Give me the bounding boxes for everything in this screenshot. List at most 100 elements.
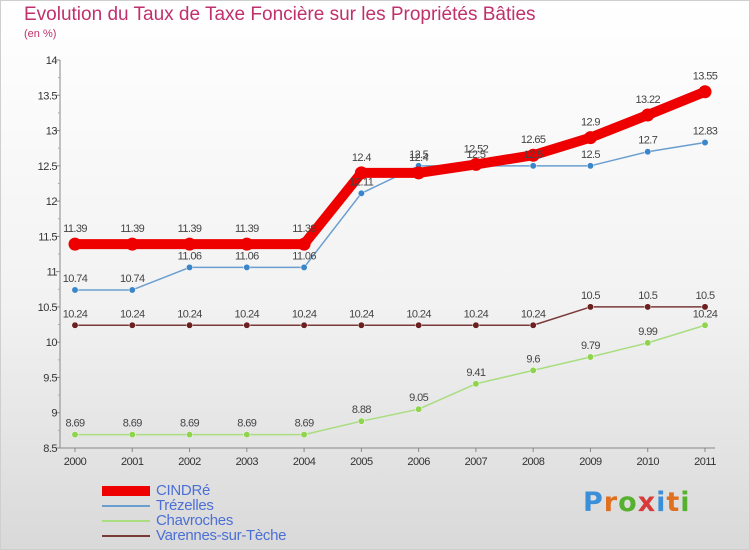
data-label: 9.79 [581, 340, 600, 352]
data-label: 11.06 [292, 250, 316, 262]
data-point [644, 148, 652, 156]
data-label: 13.55 [693, 71, 718, 83]
data-label: 12.4 [352, 152, 371, 164]
data-point [243, 321, 251, 329]
data-point [125, 237, 139, 251]
series-2 [71, 321, 709, 439]
series-3 [71, 303, 709, 329]
data-label: 10.24 [406, 308, 431, 320]
x-tick-label: 2004 [293, 456, 316, 468]
data-point [472, 321, 480, 329]
data-point [128, 321, 136, 329]
data-point [300, 263, 308, 271]
data-point [587, 162, 594, 170]
data-label: 10.24 [521, 308, 546, 320]
y-tick-label: 10 [46, 337, 58, 349]
logo-letter: x [637, 487, 657, 518]
y-tick-label: 9 [51, 408, 57, 420]
series-line [74, 306, 706, 327]
data-point [526, 148, 540, 162]
data-point [128, 286, 136, 294]
data-label: 9.99 [638, 326, 657, 338]
legend-label: Varennes-sur-Tèche [156, 527, 287, 544]
data-point [583, 131, 597, 145]
data-point [469, 157, 483, 171]
logo-letter: i [680, 487, 691, 518]
data-point [243, 431, 251, 439]
data-label: 10.74 [63, 273, 88, 285]
data-point [71, 286, 79, 294]
data-point [300, 321, 308, 329]
legend-swatch [102, 534, 150, 537]
y-tick-label: 12 [46, 196, 58, 208]
legend-swatch [102, 504, 150, 507]
data-label: 10.24 [120, 308, 145, 320]
data-label: 12.4 [409, 152, 428, 164]
data-label: 11.06 [235, 250, 259, 262]
data-point [357, 417, 365, 425]
data-point [186, 263, 193, 271]
chart-title: Evolution du Taux de Taxe Foncière sur l… [24, 4, 536, 25]
data-label: 11.39 [178, 223, 202, 235]
data-label: 10.24 [292, 308, 317, 320]
data-point [587, 353, 594, 361]
data-label: 8.69 [65, 418, 84, 430]
chart-series [68, 85, 712, 439]
legend-item: Varennes-sur-Tèche [102, 527, 287, 544]
data-label: 12.7 [638, 135, 657, 147]
y-tick-label: 14 [46, 55, 58, 67]
logo-letter: r [603, 487, 619, 518]
data-point [71, 321, 79, 329]
data-label: 9.05 [409, 392, 428, 404]
data-label: 13.22 [635, 94, 660, 106]
data-point [186, 321, 193, 329]
chart-legend: CINDRé Trézelles Chavroches Varennes-sur-Tè… [102, 483, 287, 544]
data-label: 12.5 [581, 149, 600, 161]
y-tick-label: 12.5 [38, 161, 58, 173]
data-point [415, 321, 423, 329]
data-point [698, 85, 712, 99]
legend-swatch [102, 485, 150, 496]
data-point [529, 366, 537, 374]
data-point [357, 321, 365, 329]
data-point [412, 166, 426, 180]
data-point [128, 431, 136, 439]
x-tick-label: 2000 [64, 456, 87, 468]
data-label: 12.9 [581, 117, 600, 129]
data-label: 10.74 [120, 273, 145, 285]
series-line [74, 141, 706, 291]
data-label: 12.5 [466, 149, 485, 161]
data-point [71, 431, 79, 439]
x-tick-label: 2007 [465, 456, 488, 468]
data-label: 12.11 [350, 176, 374, 188]
x-tick-label: 2003 [236, 456, 259, 468]
data-label: 10.24 [235, 308, 260, 320]
data-point [68, 237, 82, 251]
legend-label: Trézelles [156, 497, 214, 514]
data-label: 8.69 [295, 418, 314, 430]
y-tick-label: 11.5 [38, 231, 57, 243]
data-point [357, 189, 365, 197]
data-label: 12.5 [524, 149, 543, 161]
x-tick-label: 2011 [694, 456, 716, 468]
data-point [644, 303, 652, 311]
x-tick-label: 2008 [522, 456, 545, 468]
data-point [183, 237, 197, 251]
data-label: 11.06 [178, 250, 202, 262]
data-point [701, 303, 709, 311]
series-line [74, 324, 706, 436]
x-tick-label: 2002 [178, 456, 201, 468]
logo-letter: t [666, 487, 681, 518]
x-tick-label: 2010 [636, 456, 659, 468]
data-label: 12.65 [521, 134, 546, 146]
legend-item: CINDRé [102, 483, 286, 498]
y-tick-label: 13 [46, 126, 58, 138]
data-label: 10.24 [349, 308, 374, 320]
data-label: 9.41 [466, 367, 485, 379]
series-0 [68, 85, 712, 251]
data-label: 10.24 [177, 308, 202, 320]
data-point [701, 139, 709, 146]
proxiti-logo: Proxiti [583, 487, 691, 518]
